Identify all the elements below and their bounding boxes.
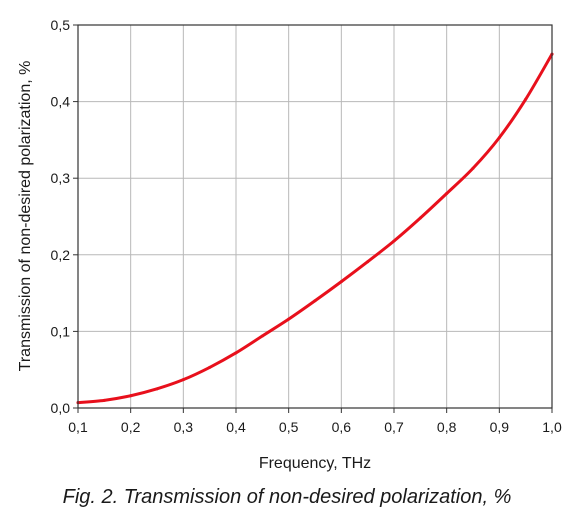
data-point [287,317,291,321]
x-tick-label: 0,5 [279,419,299,435]
x-tick-label: 0,1 [68,419,88,435]
chart: 0,1 0,2 0,3 0,4 0,5 0,6 0,7 0,8 0,9 1,0 0,0 0,1 0,2 0… [17,17,562,472]
x-tick-label: 1,0 [542,419,562,435]
y-tick-label: 0,4 [51,94,71,110]
data-point [366,260,370,264]
x-tick-label: 0,3 [174,419,194,435]
y-tick-label: 0,5 [51,17,71,33]
series-line [76,52,554,405]
data-point [313,299,317,303]
data-point [260,334,264,338]
plot-frame [77,24,553,409]
x-tick-label: 0,9 [490,419,510,435]
grid [77,24,553,409]
data-point [524,97,528,101]
data-point [155,387,159,391]
series [76,52,554,405]
x-tick-label: 0,6 [332,419,352,435]
x-axis-label: Frequency, THz [259,455,371,472]
data-point [102,398,106,402]
x-tick-label: 0,4 [226,419,246,435]
x-tick-label: 0,8 [437,419,457,435]
data-point [129,394,133,398]
figure-caption: Fig. 2. Transmission of non-desired pola… [62,486,512,508]
x-tick-label: 0,2 [121,419,141,435]
y-tick-label: 0,2 [51,247,71,263]
ticks: 0,1 0,2 0,3 0,4 0,5 0,6 0,7 0,8 0,9 1,0 0,0 0,1 0,2 0… [51,17,562,435]
data-point [445,192,449,196]
y-axis-label: Transmission of non-desired polarization… [17,61,34,372]
data-point [392,239,396,243]
data-point [418,216,422,220]
y-tick-label: 0,1 [51,323,71,339]
data-point [234,351,238,355]
y-tick-label: 0,0 [51,400,71,416]
x-tick-label: 0,7 [384,419,404,435]
data-point [471,166,475,170]
y-tick-label: 0,3 [51,170,71,186]
data-point [497,136,501,140]
data-point [339,280,343,284]
data-point [208,365,212,369]
data-point [181,378,185,382]
